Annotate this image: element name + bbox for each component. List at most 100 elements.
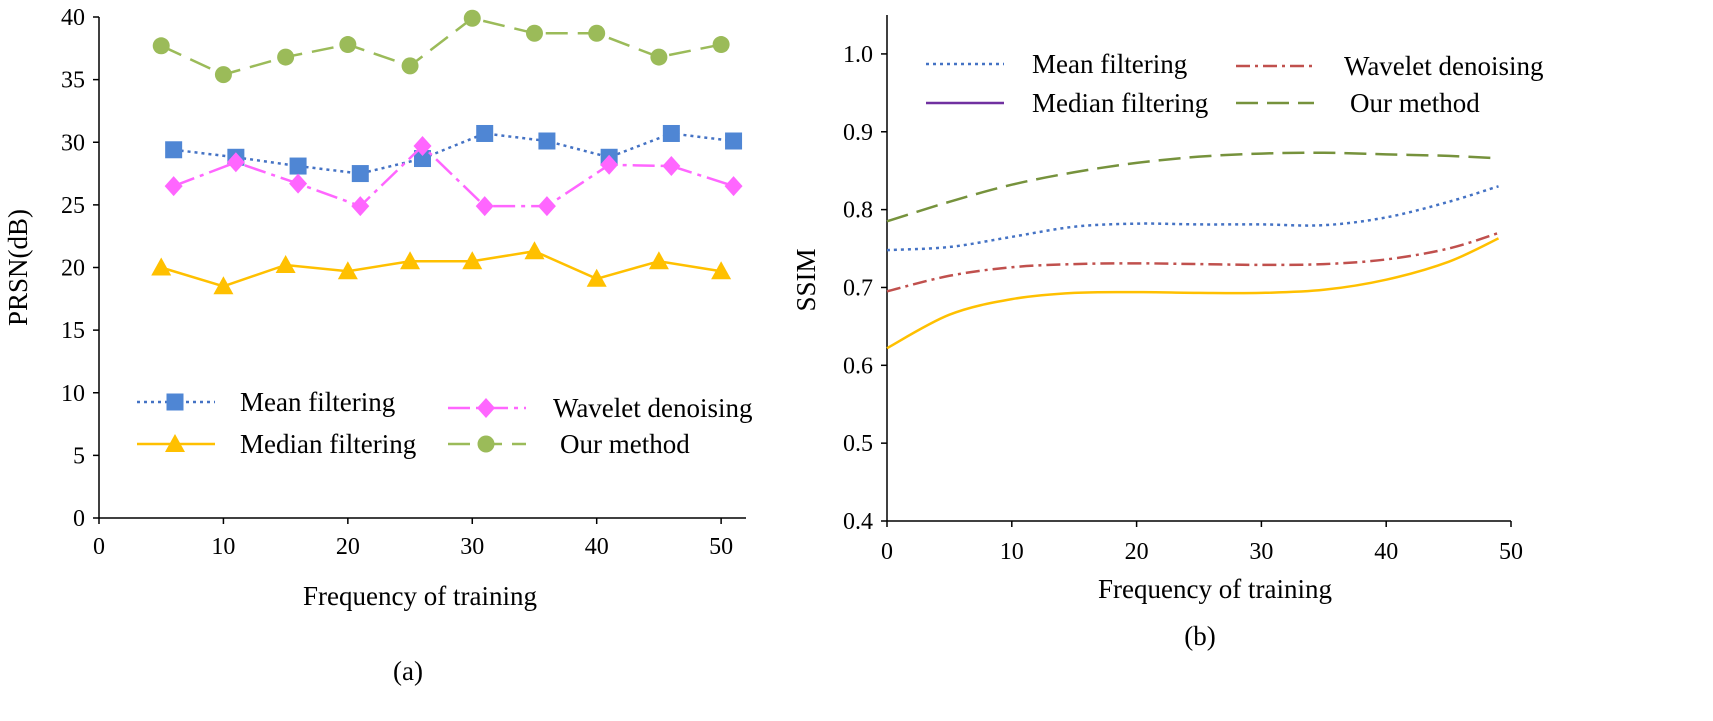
x-tick-label: 10 xyxy=(211,534,235,560)
data-point-mean xyxy=(289,157,307,175)
data-point-median xyxy=(213,276,234,295)
series-curve-yellow xyxy=(886,237,1500,350)
legend-label-mean: Mean filtering xyxy=(1032,49,1187,79)
data-point-median xyxy=(462,251,483,270)
legend-label-median: Median filtering xyxy=(1032,88,1208,118)
y-tick-label: 25 xyxy=(61,193,85,219)
x-tick-label: 0 xyxy=(881,539,893,565)
data-point-median xyxy=(400,251,421,270)
y-tick-label: 0.9 xyxy=(843,120,873,146)
legend-marker-median xyxy=(165,434,185,452)
data-point-mean xyxy=(662,124,680,142)
x-axis-title: Frequency of training xyxy=(1098,574,1332,604)
series-line-mean xyxy=(173,132,734,175)
series-median xyxy=(151,241,732,295)
y-tick-label: 0.7 xyxy=(843,275,873,301)
legend-a: Mean filtering Wavelet denoising Median fi… xyxy=(137,387,753,459)
data-point-median xyxy=(586,268,607,287)
y-tick-label: 35 xyxy=(61,68,85,94)
data-point-wavelet xyxy=(600,154,619,175)
data-point-wavelet xyxy=(351,196,370,217)
data-point-mean xyxy=(725,132,743,150)
legend-label-wavelet: Wavelet denoising xyxy=(1344,51,1544,81)
y-axis-title: SSIM xyxy=(791,248,821,311)
data-point-ours xyxy=(277,48,295,66)
legend-marker-wavelet xyxy=(477,398,495,418)
data-point-median xyxy=(337,261,358,280)
data-point-median xyxy=(275,254,296,273)
data-point-median xyxy=(151,257,172,276)
chart-b-ssim: 0.4 0.5 0.6 0.7 0.8 0.9 1.0 0 10 20 30 40 50 Frequenc… xyxy=(791,15,1544,651)
data-point-wavelet xyxy=(724,176,743,197)
legend-marker-mean xyxy=(166,393,184,411)
data-point-mean xyxy=(476,124,494,142)
y-tick-label: 0.5 xyxy=(843,431,873,457)
data-point-ours xyxy=(339,36,357,54)
data-point-ours xyxy=(712,36,730,54)
data-point-ours xyxy=(525,24,543,42)
data-point-mean xyxy=(414,150,431,168)
data-point-wavelet xyxy=(537,196,556,217)
y-tick-label: 20 xyxy=(61,256,85,282)
x-tick-label: 40 xyxy=(585,534,609,560)
x-tick-label: 40 xyxy=(1374,539,1398,565)
legend-label-ours: Our method xyxy=(560,429,690,459)
caption-b: (b) xyxy=(1184,621,1215,651)
x-tick-label: 0 xyxy=(93,534,105,560)
series-curve-wavelet xyxy=(886,231,1499,293)
data-point-wavelet xyxy=(413,136,432,157)
y-tick-label: 0.4 xyxy=(843,509,873,535)
x-tick-label: 50 xyxy=(709,534,733,560)
chart-a-psnr: 0 5 10 15 20 25 30 35 40 0 10 20 30 40 50 Frequency of … xyxy=(3,5,753,686)
series-curve-mean xyxy=(886,185,1499,252)
data-point-mean xyxy=(165,141,183,159)
x-axis-title: Frequency of training xyxy=(303,581,537,611)
y-tick-label: 40 xyxy=(61,5,85,31)
y-tick-label: 0 xyxy=(73,506,85,532)
series-line-wavelet xyxy=(173,144,734,208)
series-mean xyxy=(165,124,743,183)
legend-label-wavelet: Wavelet denoising xyxy=(553,393,753,423)
y-axis-title: PRSN(dB) xyxy=(3,209,33,326)
series-line-ours xyxy=(160,16,722,76)
data-point-wavelet xyxy=(475,196,494,217)
series-ours xyxy=(152,9,730,84)
y-tick-label: 5 xyxy=(73,443,85,469)
y-tick-label: 0.8 xyxy=(843,198,873,224)
series-curve-ours xyxy=(886,151,1499,223)
x-tick-label: 30 xyxy=(1249,539,1273,565)
x-tick-label: 10 xyxy=(1000,539,1024,565)
x-tick-label: 30 xyxy=(460,534,484,560)
x-tick-label: 20 xyxy=(1125,539,1149,565)
series-wavelet xyxy=(164,136,743,217)
data-point-wavelet xyxy=(289,173,308,194)
data-point-mean xyxy=(538,132,556,150)
data-point-ours xyxy=(588,24,606,42)
y-tick-label: 0.6 xyxy=(843,353,873,379)
legend-label-mean: Mean filtering xyxy=(240,387,395,417)
data-point-median xyxy=(648,251,669,270)
legend-marker-ours xyxy=(477,435,495,453)
data-point-ours xyxy=(214,66,232,84)
data-point-ours xyxy=(650,48,668,66)
x-tick-label: 20 xyxy=(336,534,360,560)
legend-label-median: Median filtering xyxy=(240,429,416,459)
data-point-median xyxy=(711,261,732,280)
data-point-wavelet xyxy=(662,156,681,177)
legend-label-ours: Our method xyxy=(1350,88,1480,118)
legend-b: Mean filtering Wavelet denoising Median fi… xyxy=(926,49,1544,118)
data-point-ours xyxy=(152,37,170,55)
y-tick-label: 30 xyxy=(61,130,85,156)
series-line-median xyxy=(160,249,722,288)
data-point-ours xyxy=(401,57,419,75)
y-tick-label: 15 xyxy=(61,318,85,344)
data-point-mean xyxy=(351,165,369,183)
caption-a: (a) xyxy=(393,656,423,686)
data-point-ours xyxy=(463,9,481,27)
y-tick-label: 1.0 xyxy=(843,42,873,68)
y-tick-label: 10 xyxy=(61,381,85,407)
data-point-median xyxy=(524,241,545,260)
x-tick-label: 50 xyxy=(1499,539,1523,565)
data-point-wavelet xyxy=(164,176,183,197)
